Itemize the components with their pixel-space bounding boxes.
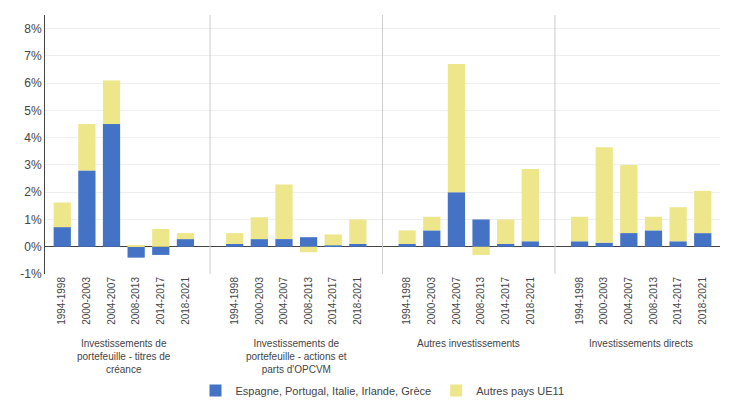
svg-text:4%: 4% xyxy=(24,131,42,145)
svg-text:2008-2013: 2008-2013 xyxy=(130,277,141,325)
svg-text:1994-1998: 1994-1998 xyxy=(229,277,240,325)
svg-text:Investissements deportefeuille: Investissements deportefeuille - actions… xyxy=(246,338,347,375)
svg-text:Espagne, Portugal, Italie, Irl: Espagne, Portugal, Italie, Irlande, Grèc… xyxy=(236,385,432,397)
svg-text:2014-2017: 2014-2017 xyxy=(155,277,166,325)
svg-text:-1%: -1% xyxy=(20,267,42,281)
svg-text:2008-2013: 2008-2013 xyxy=(303,277,314,325)
svg-text:2000-2003: 2000-2003 xyxy=(81,277,92,325)
svg-text:1994-1998: 1994-1998 xyxy=(56,277,67,325)
svg-text:2004-2007: 2004-2007 xyxy=(451,277,462,325)
svg-text:1994-1998: 1994-1998 xyxy=(401,277,412,325)
svg-text:8%: 8% xyxy=(24,22,42,36)
svg-text:2008-2013: 2008-2013 xyxy=(475,277,486,325)
svg-text:2004-2007: 2004-2007 xyxy=(623,277,634,325)
svg-text:2004-2007: 2004-2007 xyxy=(278,277,289,325)
svg-text:Autres pays UE11: Autres pays UE11 xyxy=(476,385,564,397)
svg-text:2014-2017: 2014-2017 xyxy=(500,277,511,325)
svg-text:2%: 2% xyxy=(24,185,42,199)
svg-text:2008-2013: 2008-2013 xyxy=(648,277,659,325)
svg-text:Investissements deportefeuille: Investissements deportefeuille - titres … xyxy=(77,338,171,375)
svg-text:2018-2021: 2018-2021 xyxy=(697,277,708,325)
svg-text:6%: 6% xyxy=(24,76,42,90)
svg-text:2000-2003: 2000-2003 xyxy=(254,277,265,325)
svg-text:3%: 3% xyxy=(24,158,42,172)
svg-text:2004-2007: 2004-2007 xyxy=(106,277,117,325)
svg-text:2018-2021: 2018-2021 xyxy=(352,277,363,325)
svg-text:1994-1998: 1994-1998 xyxy=(574,277,585,325)
svg-text:0%: 0% xyxy=(24,240,42,254)
svg-text:2000-2003: 2000-2003 xyxy=(426,277,437,325)
svg-text:2018-2021: 2018-2021 xyxy=(525,277,536,325)
svg-text:2014-2017: 2014-2017 xyxy=(672,277,683,325)
svg-text:1%: 1% xyxy=(24,213,42,227)
svg-text:7%: 7% xyxy=(24,49,42,63)
svg-text:2018-2021: 2018-2021 xyxy=(180,277,191,325)
svg-text:5%: 5% xyxy=(24,104,42,118)
svg-text:2014-2017: 2014-2017 xyxy=(327,277,338,325)
svg-text:2000-2003: 2000-2003 xyxy=(598,277,609,325)
svg-text:Investissements directs: Investissements directs xyxy=(589,338,693,349)
svg-text:Autres investissements: Autres investissements xyxy=(417,338,520,349)
